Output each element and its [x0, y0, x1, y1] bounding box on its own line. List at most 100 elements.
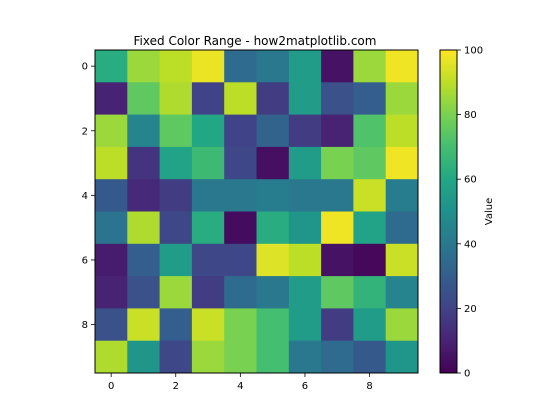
colorbar-gradient: [440, 50, 457, 373]
heatmap-cell: [191, 211, 225, 245]
heatmap-cell: [321, 276, 354, 309]
heatmap-cell: [191, 114, 225, 148]
heatmap-cell: [95, 114, 128, 148]
colorbar-frame: [439, 49, 458, 374]
heatmap-cell: [321, 50, 354, 83]
colorbar: 0 20 40 60 80 100 Value: [439, 46, 495, 380]
heatmap-cell: [95, 50, 128, 83]
colorbar-tick-label: 60: [464, 175, 477, 186]
heatmap-cell: [191, 179, 225, 212]
heatmap-cell: [385, 146, 419, 180]
heatmap-cell: [321, 340, 354, 374]
heatmap-cell: [256, 114, 290, 148]
heatmap-cell: [224, 243, 257, 277]
heatmap-cell: [321, 146, 354, 180]
heatmap-cell: [191, 308, 225, 342]
heatmap-cell: [288, 340, 322, 374]
heatmap-cell: [256, 211, 290, 245]
x-axis: 0 2 4 6 8: [108, 373, 373, 392]
heatmap-cell: [256, 340, 290, 374]
colorbar-tick-label: 0: [464, 369, 470, 380]
heatmap-cell: [256, 243, 290, 277]
heatmap-cell: [224, 114, 257, 148]
y-tick-label: 4: [82, 191, 88, 202]
heatmap-cell: [95, 340, 128, 374]
heatmap-cell: [191, 82, 225, 115]
heatmap-cell: [256, 276, 290, 309]
heatmap-cell: [191, 50, 225, 83]
heatmap-cell: [353, 211, 387, 245]
x-tick-label: 2: [173, 381, 179, 392]
heatmap-cell: [159, 50, 193, 83]
heatmap-cell: [224, 308, 257, 342]
heatmap-cell: [159, 179, 193, 212]
plot-frame: [94, 49, 419, 374]
heatmap-cell: [159, 114, 193, 148]
heatmap-cell: [288, 50, 322, 83]
heatmap-cell: [224, 211, 257, 245]
heatmap-cell: [353, 340, 387, 374]
heatmap-cell: [353, 276, 387, 309]
heatmap-cell: [127, 146, 160, 180]
heatmap-cells: [95, 50, 419, 374]
heatmap-cell: [321, 179, 354, 212]
colorbar-label: Value: [484, 198, 495, 225]
heatmap-cell: [127, 179, 160, 212]
heatmap-cell: [224, 179, 257, 212]
heatmap-cell: [385, 114, 419, 148]
heatmap-cell: [288, 211, 322, 245]
heatmap-cell: [127, 308, 160, 342]
heatmap-cell: [353, 82, 387, 115]
heatmap-cell: [353, 114, 387, 148]
heatmap-cell: [288, 82, 322, 115]
chart-title: Fixed Color Range - how2matplotlib.com: [134, 34, 377, 48]
heatmap-cell: [95, 146, 128, 180]
heatmap-cell: [127, 276, 160, 309]
heatmap-cell: [191, 243, 225, 277]
heatmap-cell: [385, 243, 419, 277]
heatmap-cell: [256, 308, 290, 342]
heatmap-cell: [159, 146, 193, 180]
heatmap-cell: [321, 243, 354, 277]
heatmap-cell: [127, 211, 160, 245]
y-tick-label: 0: [82, 62, 88, 73]
heatmap-cell: [159, 276, 193, 309]
heatmap-cell: [159, 243, 193, 277]
heatmap-cell: [321, 211, 354, 245]
heatmap-cell: [224, 146, 257, 180]
heatmap-cell: [288, 308, 322, 342]
heatmap-cell: [385, 308, 419, 342]
colorbar-tick-label: 20: [464, 304, 477, 315]
heatmap-cell: [127, 243, 160, 277]
heatmap-cell: [353, 308, 387, 342]
heatmap-cell: [385, 82, 419, 115]
heatmap-cell: [95, 82, 128, 115]
colorbar-tick-label: 100: [464, 46, 483, 57]
heatmap-cell: [321, 82, 354, 115]
heatmap-cell: [385, 276, 419, 309]
heatmap-cell: [159, 308, 193, 342]
heatmap-cell: [95, 211, 128, 245]
heatmap-cell: [95, 243, 128, 277]
heatmap-cell: [385, 50, 419, 83]
heatmap-cell: [159, 211, 193, 245]
heatmap-cell: [224, 50, 257, 83]
heatmap-cell: [191, 276, 225, 309]
heatmap-cell: [256, 146, 290, 180]
colorbar-ticks: 0 20 40 60 80 100: [457, 46, 483, 380]
heatmap-cell: [288, 114, 322, 148]
heatmap-cell: [224, 276, 257, 309]
heatmap-cell: [288, 243, 322, 277]
heatmap-cell: [256, 82, 290, 115]
colorbar-tick-label: 80: [464, 110, 477, 121]
heatmap-cell: [224, 340, 257, 374]
heatmap-cell: [191, 340, 225, 374]
heatmap-cell: [159, 340, 193, 374]
heatmap-cell: [288, 276, 322, 309]
heatmap-cell: [321, 114, 354, 148]
heatmap-cell: [159, 82, 193, 115]
y-tick-label: 6: [82, 255, 88, 266]
heatmap-cell: [256, 50, 290, 83]
heatmap-cell: [127, 114, 160, 148]
